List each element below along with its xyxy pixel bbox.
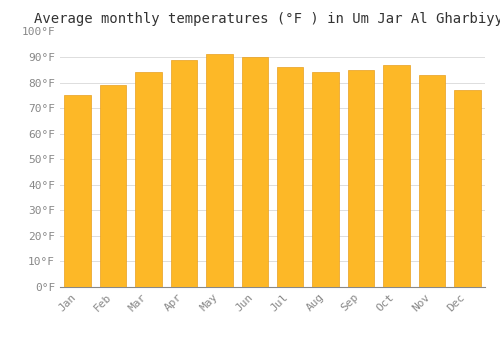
Bar xyxy=(100,85,126,287)
Bar xyxy=(454,90,480,287)
Bar xyxy=(277,67,303,287)
Bar xyxy=(242,57,268,287)
Bar xyxy=(136,72,162,287)
Bar xyxy=(206,55,233,287)
Bar xyxy=(418,75,445,287)
Bar xyxy=(64,95,91,287)
Bar xyxy=(312,72,339,287)
Bar xyxy=(383,65,409,287)
Title: Average monthly temperatures (°F ) in Um Jar Al Gharbiyya: Average monthly temperatures (°F ) in Um… xyxy=(34,12,500,26)
Bar xyxy=(170,60,197,287)
Bar xyxy=(348,70,374,287)
